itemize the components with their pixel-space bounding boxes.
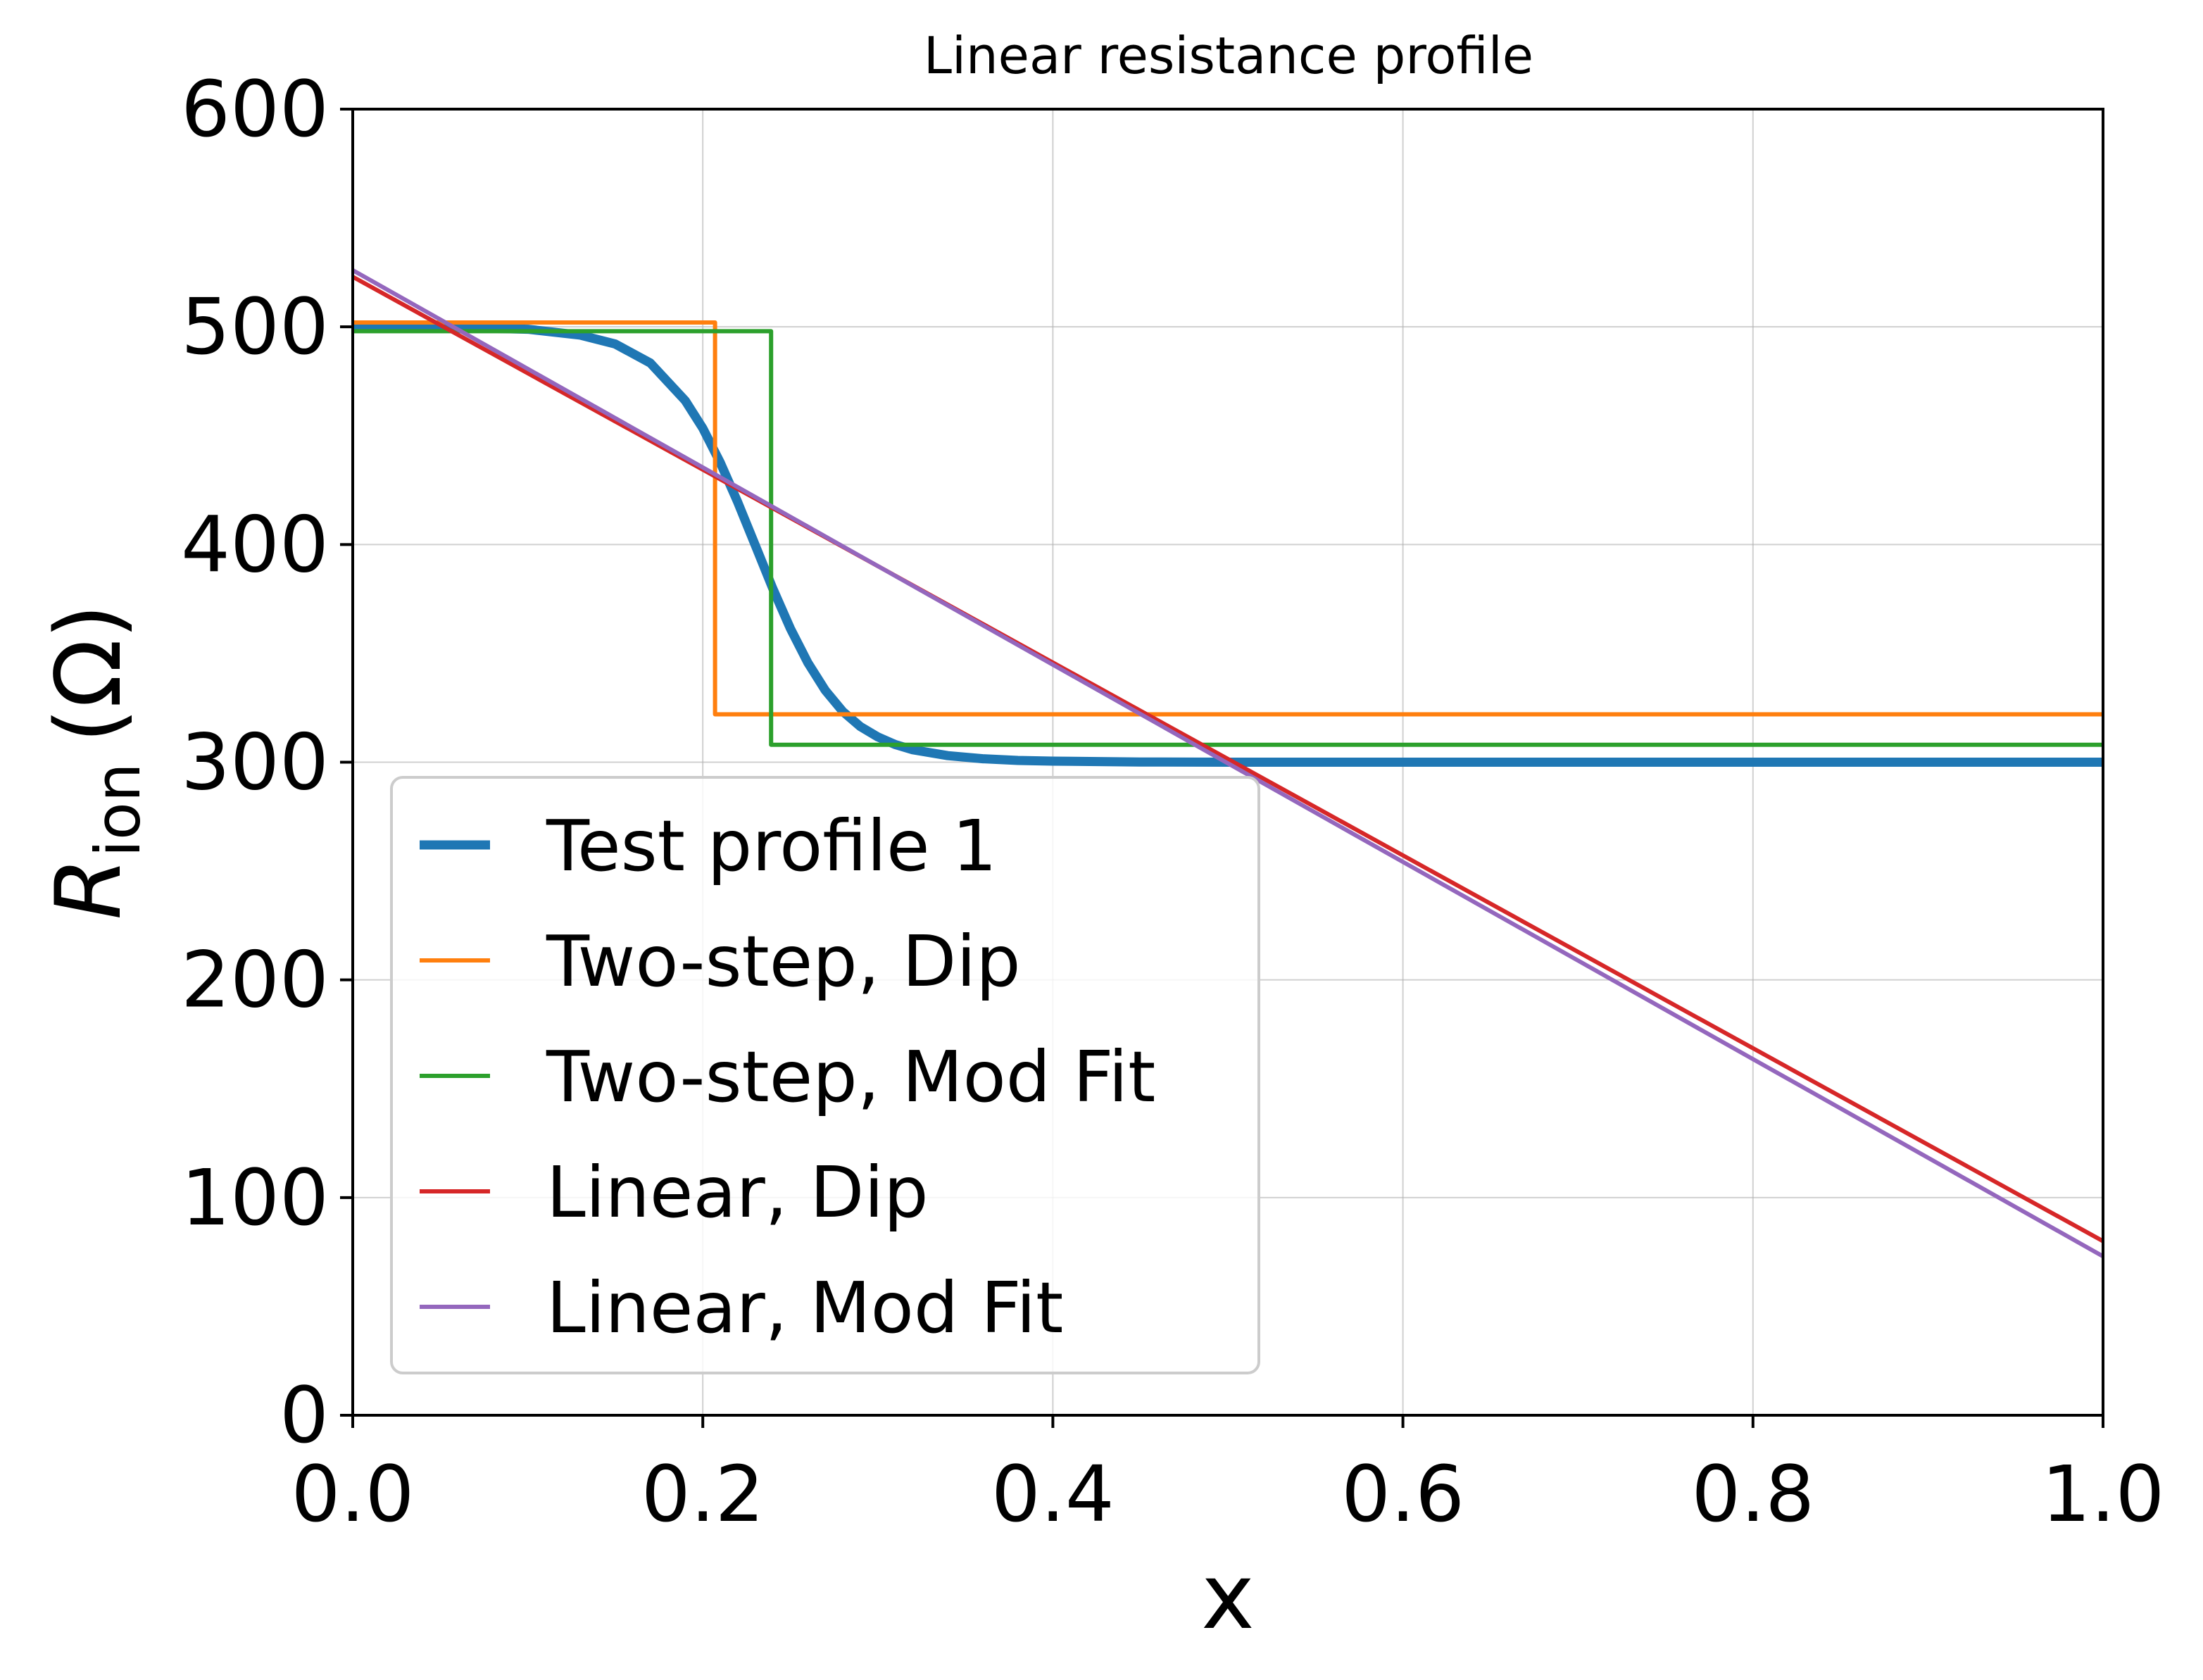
y-tick-label: 400 bbox=[181, 499, 329, 589]
legend-label: Two-step, Dip bbox=[546, 920, 1021, 1003]
x-axis-label: x bbox=[1201, 1545, 1255, 1650]
chart-title: Linear resistance profile bbox=[924, 26, 1533, 85]
series-layer bbox=[353, 268, 2103, 1258]
y-axis-ticks: 0 100 200 300 400 500 600 bbox=[181, 64, 353, 1460]
y-tick-label: 0 bbox=[280, 1370, 329, 1460]
y-axis-label: Rion (Ω) bbox=[37, 604, 154, 920]
legend-label: Linear, Dip bbox=[546, 1151, 929, 1234]
y-axis-label-unit: (Ω) bbox=[37, 604, 142, 744]
series-line-3 bbox=[353, 329, 2103, 747]
legend-label: Test profile 1 bbox=[546, 805, 997, 887]
x-axis-ticks: 0.0 0.2 0.4 0.6 0.8 1.0 bbox=[291, 1415, 2165, 1539]
y-tick-label: 600 bbox=[181, 64, 329, 154]
y-tick-label: 200 bbox=[181, 935, 329, 1025]
series-line-2 bbox=[353, 320, 2103, 717]
y-tick-label: 500 bbox=[181, 282, 329, 372]
svg-text:Rion(Ω): Rion (Ω) bbox=[37, 604, 154, 920]
x-tick-label: 0.2 bbox=[641, 1449, 765, 1539]
legend-box bbox=[390, 776, 1260, 1374]
series-line-5 bbox=[353, 268, 2103, 1258]
x-tick-label: 0.6 bbox=[1341, 1449, 1464, 1539]
legend-label: Linear, Mod Fit bbox=[546, 1267, 1063, 1349]
legend: Test profile 1 Two-step, Dip Two-step, Mod… bbox=[390, 776, 1260, 1374]
x-tick-label: 1.0 bbox=[2042, 1449, 2165, 1539]
series-line-1 bbox=[353, 322, 2103, 767]
y-axis-label-subscript: ion bbox=[82, 763, 154, 857]
y-tick-label: 100 bbox=[181, 1153, 329, 1243]
legend-entries: Test profile 1 Two-step, Dip Two-step, Mod… bbox=[420, 805, 1155, 1349]
legend-label: Two-step, Mod Fit bbox=[546, 1036, 1155, 1118]
x-tick-label: 0.0 bbox=[291, 1449, 415, 1539]
y-tick-label: 300 bbox=[181, 717, 329, 808]
series-line-4 bbox=[353, 275, 2103, 1243]
x-tick-label: 0.4 bbox=[991, 1449, 1115, 1539]
x-tick-label: 0.8 bbox=[1691, 1449, 1814, 1539]
y-axis-label-main: R bbox=[37, 857, 142, 920]
